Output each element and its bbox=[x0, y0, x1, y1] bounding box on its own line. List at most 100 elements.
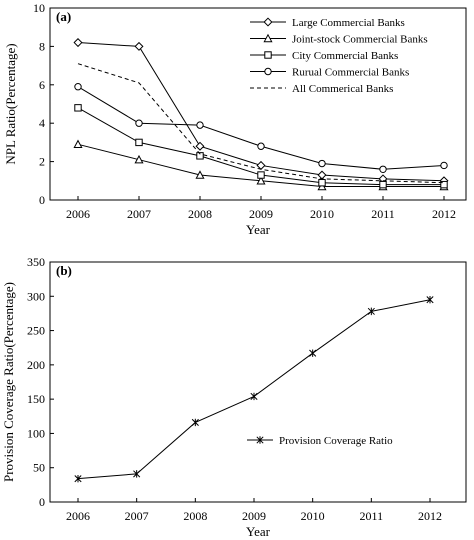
data-point-diamond bbox=[134, 41, 144, 51]
x-tick-label: 2011 bbox=[360, 509, 384, 523]
legend-label: All Commerical Banks bbox=[292, 83, 393, 95]
legend-label: Provision Coverage Ratio bbox=[279, 435, 393, 447]
data-point-star bbox=[250, 392, 258, 401]
series-all-commerical-banks bbox=[77, 63, 445, 184]
x-tick-label: 2007 bbox=[125, 509, 149, 523]
y-axis-ticks: 0 2 4 6 8 10 bbox=[33, 1, 54, 207]
series-line bbox=[77, 63, 445, 184]
data-point-diamond bbox=[195, 141, 205, 151]
data-point-square bbox=[440, 180, 448, 189]
y-axis-title: Provision Coverage Ratio(Percentage) bbox=[1, 282, 16, 482]
legend-item: All Commerical Banks bbox=[250, 83, 393, 95]
legend-marker-diamond bbox=[263, 17, 273, 27]
x-tick-label: 2010 bbox=[310, 207, 334, 221]
series-rurual-commercial-banks bbox=[74, 83, 448, 173]
data-point-star bbox=[74, 474, 82, 483]
data-point-circle bbox=[196, 121, 204, 129]
legend-label: Large Commercial Banks bbox=[292, 17, 405, 29]
x-tick-label: 2007 bbox=[127, 207, 151, 221]
plot-frame bbox=[49, 7, 467, 201]
x-tick-label: 2008 bbox=[188, 207, 212, 221]
legend-item: Large Commercial Banks bbox=[250, 17, 405, 29]
x-tick-label: 2009 bbox=[249, 207, 273, 221]
data-point-triangle bbox=[73, 139, 83, 149]
y-axis-title: NPL Ratio(Percentage) bbox=[3, 43, 18, 164]
series-layer bbox=[73, 38, 449, 191]
x-axis-ticks: 2006 2007 2008 2009 2010 2011 2012 bbox=[66, 498, 442, 523]
legend-item: City Commercial Banks bbox=[250, 50, 398, 62]
data-point-star bbox=[426, 296, 434, 304]
x-axis-title: Year bbox=[246, 524, 271, 539]
legend: Large Commercial Banks Joint-stock Commer… bbox=[250, 17, 428, 95]
legend: Provision Coverage Ratio bbox=[247, 435, 393, 447]
y-tick-label: 250 bbox=[27, 324, 45, 338]
y-tick-label: 50 bbox=[33, 461, 45, 475]
series-provision-coverage-ratio bbox=[74, 296, 434, 483]
legend-marker-star bbox=[256, 436, 264, 444]
x-tick-label: 2011 bbox=[371, 207, 395, 221]
x-tick-label: 2010 bbox=[301, 509, 325, 523]
data-point-square bbox=[135, 138, 143, 147]
legend-label: Rurual Commercial Banks bbox=[292, 67, 409, 79]
series-line bbox=[77, 86, 445, 170]
data-point-square bbox=[74, 104, 82, 112]
y-tick-label: 350 bbox=[27, 255, 45, 269]
data-point-star bbox=[367, 307, 375, 316]
x-tick-label: 2006 bbox=[66, 509, 90, 523]
y-tick-label: 150 bbox=[27, 392, 45, 406]
series-city-commercial-banks bbox=[74, 104, 448, 189]
legend-label: City Commercial Banks bbox=[292, 50, 398, 62]
data-point-triangle bbox=[134, 154, 144, 164]
x-tick-label: 2006 bbox=[66, 207, 90, 221]
data-point-circle bbox=[440, 161, 448, 170]
data-point-square bbox=[257, 171, 265, 179]
series-line bbox=[77, 299, 431, 480]
panel-label: (a) bbox=[56, 9, 71, 24]
y-tick-label: 10 bbox=[33, 1, 45, 15]
legend-marker-circle bbox=[264, 67, 272, 76]
x-tick-label: 2008 bbox=[183, 509, 207, 523]
data-point-circle bbox=[74, 83, 82, 91]
legend-marker-square bbox=[264, 51, 272, 59]
data-point-circle bbox=[257, 142, 265, 150]
legend-marker-triangle bbox=[263, 33, 273, 43]
panel-label: (b) bbox=[56, 263, 72, 278]
series-large-commercial-banks bbox=[73, 38, 449, 186]
data-point-circle bbox=[379, 165, 387, 173]
data-point-star bbox=[191, 418, 199, 427]
data-point-circle bbox=[318, 159, 326, 168]
y-tick-label: 2 bbox=[39, 155, 45, 169]
data-point-square bbox=[379, 180, 387, 189]
y-tick-label: 300 bbox=[27, 289, 45, 303]
x-axis-ticks: 2006 2007 2008 2009 2010 2011 2012 bbox=[66, 196, 456, 221]
data-point-square bbox=[196, 152, 204, 160]
data-point-circle bbox=[135, 119, 143, 127]
data-point-triangle bbox=[195, 170, 205, 179]
plot-frame bbox=[49, 261, 467, 503]
legend-item: Rurual Commercial Banks bbox=[250, 67, 409, 79]
y-tick-label: 0 bbox=[39, 193, 45, 207]
legend-item: Joint-stock Commercial Banks bbox=[250, 34, 428, 46]
y-tick-label: 100 bbox=[27, 426, 45, 440]
y-tick-label: 8 bbox=[39, 39, 45, 53]
y-tick-label: 4 bbox=[39, 116, 45, 130]
y-axis-ticks: 0 50 100 150 200 250 300 350 bbox=[27, 255, 54, 509]
data-point-square bbox=[318, 179, 326, 187]
x-axis-title: Year bbox=[246, 222, 271, 237]
y-tick-label: 6 bbox=[39, 78, 45, 92]
x-tick-label: 2012 bbox=[432, 207, 456, 221]
series-line bbox=[77, 42, 445, 182]
x-tick-label: 2009 bbox=[242, 509, 266, 523]
data-point-star bbox=[133, 470, 141, 478]
data-point-diamond bbox=[73, 38, 83, 48]
data-point-star bbox=[309, 349, 317, 357]
y-tick-label: 200 bbox=[27, 358, 45, 372]
data-point-triangle bbox=[256, 176, 266, 185]
legend-item: Provision Coverage Ratio bbox=[247, 435, 393, 447]
y-tick-label: 0 bbox=[39, 495, 45, 509]
npl-ratio-chart: (a) 0 2 4 6 8 10 2006 2007 2008 2009 2010 2011 2012… bbox=[3, 1, 467, 237]
x-tick-label: 2012 bbox=[418, 509, 442, 523]
legend-label: Joint-stock Commercial Banks bbox=[292, 34, 428, 46]
